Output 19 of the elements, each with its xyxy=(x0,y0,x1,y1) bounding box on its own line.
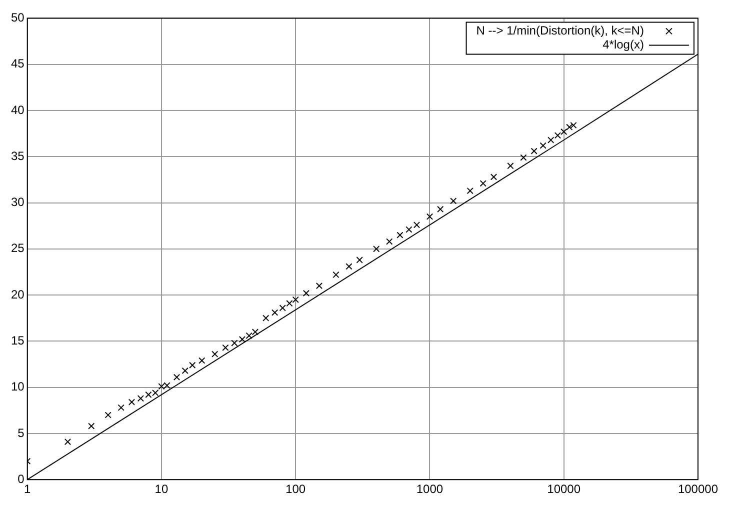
y-tick-label: 50 xyxy=(10,10,25,25)
x-tick-label: 10000 xyxy=(547,482,581,496)
y-tick-label: 15 xyxy=(10,333,25,348)
y-tick-label: 35 xyxy=(10,148,25,163)
x-tick-label: 10 xyxy=(154,482,168,496)
x-tick-label: 1 xyxy=(24,482,32,496)
y-tick-label: 5 xyxy=(18,426,25,440)
legend-label: 4*log(x) xyxy=(602,38,644,52)
legend-label: N --> 1/min(Distortion(k), k<=N) xyxy=(476,24,644,38)
x-tick-label: 100 xyxy=(286,482,306,496)
y-tick-label: 25 xyxy=(10,241,25,256)
y-tick-label: 30 xyxy=(10,195,25,210)
y-tick-label: 10 xyxy=(10,380,25,394)
x-tick-label: 100000 xyxy=(678,482,718,496)
y-tick-label: 45 xyxy=(10,56,25,71)
y-tick-label: 20 xyxy=(10,287,25,302)
y-tick-label: 0 xyxy=(18,472,25,486)
x-tick-label: 1000 xyxy=(416,482,444,496)
y-tick-label: 40 xyxy=(10,102,25,117)
